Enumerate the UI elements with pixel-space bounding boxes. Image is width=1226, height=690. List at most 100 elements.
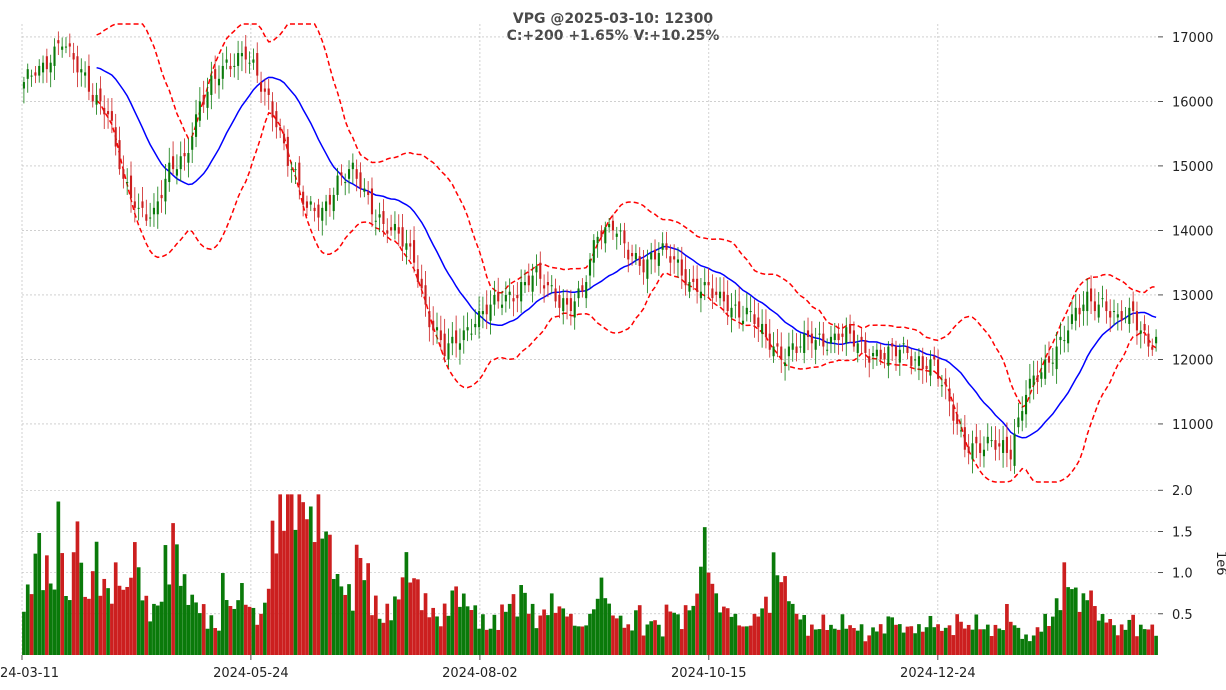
candle-body (565, 298, 569, 305)
candle-body (849, 323, 852, 334)
candle-body (952, 404, 955, 421)
candle-body (1051, 362, 1054, 364)
volume-bar (890, 617, 895, 655)
candle-body (577, 288, 580, 299)
volume-bar (419, 610, 424, 655)
volume-bar (741, 626, 745, 655)
candle-body (34, 72, 37, 76)
candle-body (634, 253, 637, 260)
candle-body (826, 349, 829, 351)
volume-bar (1138, 624, 1143, 655)
candle-body (523, 282, 527, 286)
candle-body (669, 256, 672, 263)
candle-body (80, 69, 83, 73)
volume-bar (882, 633, 887, 655)
volume-bar (572, 625, 577, 655)
volume-bar (771, 552, 776, 655)
candle-body (887, 346, 890, 366)
volume-bar (167, 584, 172, 655)
candle-body (940, 385, 943, 387)
volume-bar (611, 615, 615, 655)
volume-bar (752, 613, 757, 655)
volume-bar (794, 613, 799, 655)
candle-body (126, 182, 129, 184)
candle-body (562, 298, 565, 312)
volume-bar (83, 596, 87, 655)
candle-body (726, 294, 729, 312)
volume-bar (213, 628, 217, 655)
volume-bar (679, 629, 684, 655)
candle-body (718, 291, 722, 299)
volume-bar (1043, 613, 1048, 655)
candle-body (933, 356, 936, 360)
volume-bar (1058, 610, 1063, 655)
candle-body (937, 359, 940, 379)
candle-body (795, 346, 798, 353)
candle-body (982, 449, 986, 457)
candle-body (355, 169, 358, 179)
candle-body (1097, 304, 1100, 318)
volume-bar (351, 610, 355, 655)
volume-bar (347, 584, 351, 655)
candle-body (833, 333, 836, 341)
volume-bar (492, 614, 497, 655)
candle-body (179, 156, 182, 170)
candle-body (967, 446, 970, 453)
candle-body (787, 346, 790, 357)
volume-unit-label: 1e6 (1213, 551, 1226, 576)
candle-body (841, 333, 844, 337)
volume-bar (408, 582, 413, 655)
volume-bar (507, 603, 512, 655)
candle-body (393, 223, 396, 231)
price-tick-label: 14000 (1172, 224, 1213, 239)
candle-body (596, 236, 599, 244)
volume-bar (905, 626, 910, 655)
volume-bar (79, 562, 84, 655)
volume-bar (404, 552, 409, 655)
candle-body (72, 53, 75, 60)
candle-body (1105, 301, 1108, 312)
candle-body (91, 94, 94, 102)
volume-bar (484, 629, 489, 655)
volume-bar (924, 627, 929, 655)
candle-body (351, 162, 354, 170)
candle-body (738, 301, 741, 318)
candle-body (822, 333, 825, 347)
candle-body (948, 388, 951, 402)
volume-bar (343, 594, 348, 655)
candle-body (1017, 417, 1020, 428)
candle-body (684, 269, 687, 286)
volume-bar (377, 618, 382, 655)
volume-bar (603, 598, 608, 655)
volume-bar (909, 626, 914, 655)
volume-bar (599, 577, 604, 655)
volume-bar (370, 615, 374, 655)
time-tick-label: 2024-12-24 (900, 666, 976, 681)
volume-bar (989, 636, 994, 655)
volume-bar (515, 616, 520, 655)
candle-body (883, 352, 886, 360)
candle-body (233, 65, 236, 67)
volume-bar (783, 576, 787, 655)
candle-body (608, 223, 611, 228)
candle-body (1002, 440, 1005, 453)
candle-body (1040, 372, 1043, 379)
volume-bar (1077, 611, 1082, 655)
volume-bar (435, 616, 439, 655)
candle-body (1139, 330, 1142, 334)
volume-bar (576, 626, 581, 655)
candle-body (202, 94, 205, 105)
candle-body (489, 304, 492, 321)
volume-bar (1085, 600, 1090, 655)
volume-bar (764, 596, 768, 655)
candle-body (133, 201, 136, 208)
volume-bar (878, 624, 883, 655)
volume-bar (29, 594, 34, 655)
volume-bar (113, 562, 118, 655)
volume-bar (171, 523, 175, 655)
volume-bar (1150, 624, 1155, 655)
candle-body (676, 259, 680, 263)
candle-body (252, 59, 255, 63)
candle-body (275, 111, 278, 128)
